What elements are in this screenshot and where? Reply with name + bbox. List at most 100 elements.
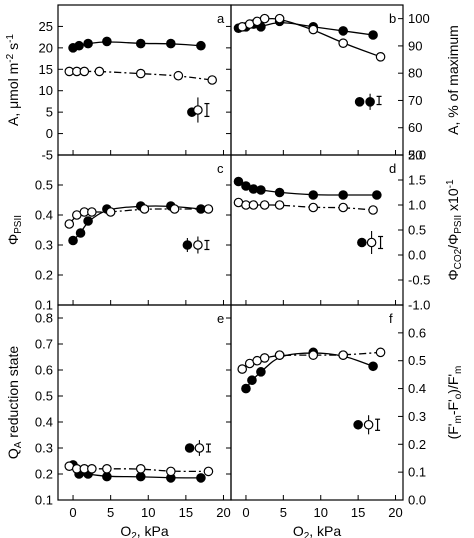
data-point-open — [87, 207, 97, 217]
y-tick-label: 1.0 — [408, 198, 426, 213]
y-tick-label: 0.5 — [35, 389, 53, 404]
data-point-filled — [338, 26, 348, 36]
panel-c: 0.1 0.2 0.3 0.4 0.5 c ΦPSII — [5, 154, 232, 313]
y-tick-label: 10 — [39, 83, 53, 98]
y-tick-label: 0.0 — [408, 248, 426, 263]
x-axis-label: O2, kPa — [120, 523, 169, 538]
data-point-filled — [196, 473, 206, 483]
data-point-filled — [75, 228, 86, 238]
x-axis-label-part-0: O — [293, 523, 304, 538]
data-point-open — [375, 52, 386, 62]
data-point-filled — [135, 38, 146, 49]
x-axis-label-part-1: 2 — [131, 531, 137, 538]
y-tick-label: 0.6 — [408, 325, 426, 340]
data-point-filled — [68, 235, 78, 246]
y-tick-label: 0.2 — [35, 467, 53, 482]
y-tick-label: 80 — [408, 66, 422, 81]
series-line-1 — [241, 351, 381, 370]
y-axis-label-part-2: reduction state — [5, 346, 21, 442]
data-point-open — [308, 350, 319, 360]
x-axis-label-part-2: , kPa — [137, 523, 169, 538]
y-axis-label-part-1: m — [453, 415, 464, 423]
data-point-open — [259, 200, 270, 210]
data-point-open — [274, 13, 285, 24]
error-point-filled — [354, 97, 365, 107]
y-axis-label-part-5: -1 — [445, 179, 456, 188]
data-point-filled — [308, 190, 319, 200]
x-axis-label-part-0: O — [120, 523, 131, 538]
y-axis-label-part-2: s — [5, 43, 21, 54]
error-point-open — [193, 240, 203, 250]
y-tick-label: 0.5 — [35, 178, 53, 193]
panel-f-frame — [230, 304, 404, 501]
y-axis-label-part-3: PSII — [453, 215, 464, 234]
y-tick-label: 0.2 — [35, 268, 53, 283]
series-line-1 — [238, 201, 374, 211]
y-tick-label: 1.5 — [408, 173, 426, 188]
data-point-open — [203, 466, 214, 477]
data-point-open — [207, 75, 217, 85]
data-point-filled — [74, 40, 84, 51]
data-point-open — [87, 463, 97, 474]
x-axis-label-part-1: 2 — [304, 531, 310, 538]
y-tick-label: 0.4 — [35, 208, 53, 223]
data-point-open — [375, 347, 386, 358]
data-point-filled — [241, 383, 251, 394]
y-tick-label: -5 — [41, 148, 53, 163]
panel-letter: c — [217, 161, 224, 176]
data-point-filled — [196, 40, 206, 51]
y-axis-label-part-2: /Φ — [445, 234, 461, 249]
panel-a-frame — [57, 4, 232, 156]
y-tick-label: 0.1 — [35, 493, 53, 508]
y-tick-label: 70 — [408, 93, 422, 108]
data-point-filled — [135, 471, 146, 482]
data-point-filled — [247, 375, 257, 386]
y-axis-label-part-1: -2 — [5, 53, 16, 62]
panel-letter: a — [217, 11, 225, 26]
y-axis-label-part-0: (F' — [445, 424, 461, 440]
error-point-filled — [353, 419, 363, 430]
data-point-open — [259, 13, 270, 24]
y-axis-label: QA reduction state — [5, 346, 24, 460]
y-tick-label: 0.4 — [408, 381, 426, 396]
data-point-open — [338, 38, 348, 48]
y-tick-label: 0.5 — [408, 353, 426, 368]
y-tick-label: -1.0 — [408, 298, 430, 313]
y-axis-label: (F'm-F'o)/F'm — [445, 366, 464, 440]
data-point-open — [102, 463, 112, 474]
panel-d: -1.0 -0.5 0.0 0.5 1.0 1.5 2.0 d ΦCO2/ΦPSII x10-1 — [230, 148, 464, 313]
y-tick-label: 0.1 — [408, 465, 426, 480]
y-axis-label-part-0: A, % of maximum — [445, 25, 461, 135]
data-point-open — [139, 204, 150, 214]
data-point-open — [274, 350, 285, 360]
error-point-filled — [365, 97, 375, 107]
data-point-filled — [83, 38, 93, 49]
data-point-open — [338, 350, 348, 360]
x-tick-label: 0 — [242, 505, 249, 520]
data-point-open — [94, 66, 105, 77]
data-point-filled — [372, 190, 382, 200]
panel-letter: e — [217, 311, 224, 326]
y-axis-label-part-3: o — [453, 393, 464, 399]
data-point-open — [173, 70, 184, 81]
data-point-filled — [338, 190, 348, 200]
panel-letter: b — [389, 11, 396, 26]
data-point-filled — [166, 38, 176, 49]
data-point-open — [368, 205, 378, 215]
data-point-open — [135, 463, 146, 474]
data-point-filled — [274, 187, 285, 198]
y-tick-label: 0 — [46, 126, 53, 141]
data-point-open — [308, 202, 319, 213]
error-point-filled — [184, 443, 195, 453]
x-tick-label: 5 — [280, 505, 287, 520]
panel-a: -5 0 5 10 15 20 25 a A, μmol m-2 s-1 — [5, 4, 232, 163]
y-axis-label: ΦPSII — [5, 215, 24, 245]
panel-f: 0.00.10.20.30.40.50.60 5 10 15 20f(F'm-F'o)/… — [230, 304, 464, 538]
x-tick-label: 20 — [216, 505, 230, 520]
data-point-filled — [233, 176, 244, 187]
y-axis-label-part-1: A — [13, 441, 24, 448]
x-tick-label: 20 — [388, 505, 402, 520]
y-axis-label: A, % of maximum — [445, 25, 461, 135]
y-tick-label: -0.5 — [408, 273, 430, 288]
